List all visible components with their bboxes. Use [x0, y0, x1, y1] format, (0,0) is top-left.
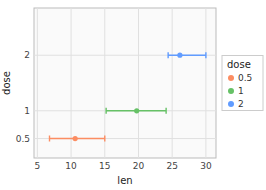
- x-tick-label: 15: [99, 161, 110, 171]
- x-tick-label: 5: [35, 161, 41, 171]
- x-axis-label: len: [117, 175, 132, 186]
- legend-label: 1: [238, 86, 244, 96]
- plot-frame: [34, 8, 216, 158]
- grid-line: [172, 8, 173, 158]
- x-tick-label: 10: [65, 161, 77, 171]
- legend-label: 0.5: [238, 73, 252, 83]
- grid-line: [71, 8, 72, 158]
- legend-title: dose: [227, 59, 251, 70]
- legend: dose 0.5 1 2: [222, 56, 263, 111]
- legend-label: 2: [238, 99, 244, 109]
- x-tick-label: 30: [200, 161, 212, 171]
- y-axis-label: dose: [1, 71, 12, 95]
- point: [73, 136, 78, 141]
- error-bar: [168, 52, 206, 58]
- grid-line: [104, 8, 105, 158]
- grid-line: [138, 8, 139, 158]
- legend-swatch: [228, 88, 234, 94]
- point: [134, 108, 139, 113]
- grid: [34, 8, 216, 158]
- error-bar: [106, 108, 166, 114]
- y-tick-label: 1: [24, 106, 30, 116]
- legend-swatch: [228, 101, 234, 107]
- grid-line: [37, 8, 38, 158]
- legend-box: [222, 56, 263, 111]
- grid-line: [205, 8, 206, 158]
- marks: [50, 52, 206, 141]
- y-tick-label: 2: [24, 50, 30, 60]
- y-tick-label: 0.5: [16, 134, 30, 144]
- x-tick-label: 20: [133, 161, 145, 171]
- error-bar: [50, 136, 105, 142]
- chart: 5 10 15 20 25 30 0.5 1 2 len dose dose 0.5 1 2: [0, 0, 266, 190]
- legend-swatch: [228, 75, 234, 81]
- x-tick-label: 25: [166, 161, 177, 171]
- point: [177, 53, 182, 58]
